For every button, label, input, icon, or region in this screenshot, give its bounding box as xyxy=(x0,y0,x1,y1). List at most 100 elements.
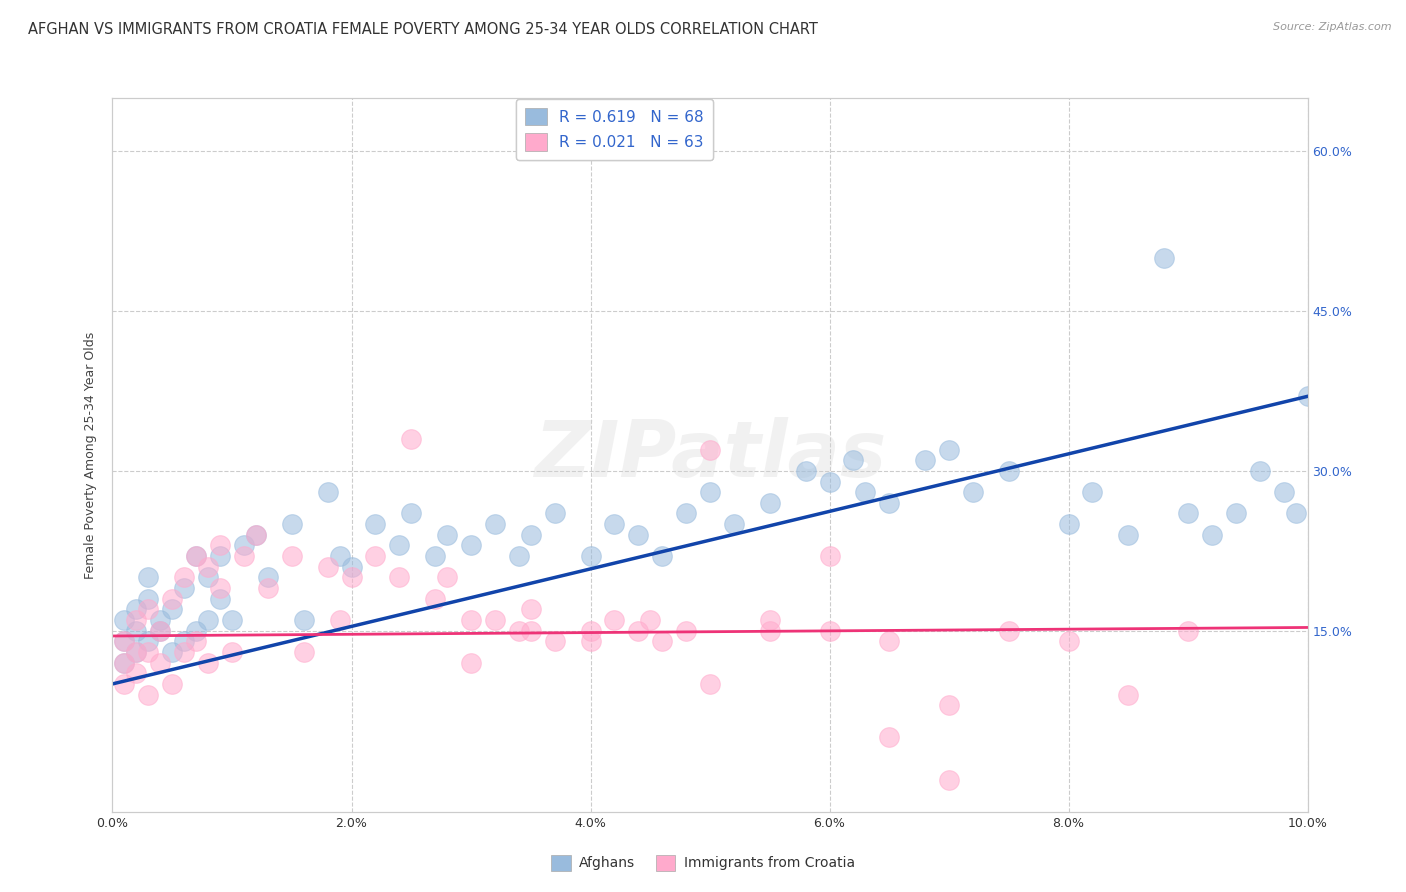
Legend: R = 0.619   N = 68, R = 0.021   N = 63: R = 0.619 N = 68, R = 0.021 N = 63 xyxy=(516,99,713,160)
Point xyxy=(292,613,315,627)
Point xyxy=(114,634,135,648)
Point xyxy=(149,656,172,670)
Point xyxy=(138,602,160,616)
Point xyxy=(508,549,530,563)
Point xyxy=(173,581,195,595)
Point xyxy=(340,570,363,584)
Point xyxy=(1285,507,1308,521)
Point xyxy=(186,549,208,563)
Point xyxy=(460,656,482,670)
Point xyxy=(603,613,626,627)
Text: ZIPatlas: ZIPatlas xyxy=(534,417,886,493)
Y-axis label: Female Poverty Among 25-34 Year Olds: Female Poverty Among 25-34 Year Olds xyxy=(83,331,97,579)
Point xyxy=(281,549,304,563)
Point xyxy=(186,549,208,563)
Point xyxy=(855,485,877,500)
Point xyxy=(818,624,841,638)
Point xyxy=(759,613,782,627)
Point xyxy=(162,645,183,659)
Point xyxy=(401,507,423,521)
Point xyxy=(232,538,256,552)
Point xyxy=(425,591,447,606)
Point xyxy=(114,677,135,691)
Point xyxy=(520,602,543,616)
Point xyxy=(962,485,984,500)
Point xyxy=(938,698,960,713)
Text: Source: ZipAtlas.com: Source: ZipAtlas.com xyxy=(1274,22,1392,32)
Point xyxy=(245,528,267,542)
Point xyxy=(520,528,543,542)
Point xyxy=(388,538,411,552)
Point xyxy=(998,464,1021,478)
Point xyxy=(221,645,243,659)
Point xyxy=(125,613,148,627)
Point xyxy=(651,634,673,648)
Point xyxy=(699,677,721,691)
Point xyxy=(1177,507,1199,521)
Point xyxy=(579,634,602,648)
Point xyxy=(328,613,352,627)
Point xyxy=(114,656,135,670)
Point xyxy=(292,645,315,659)
Point xyxy=(149,613,172,627)
Point xyxy=(1153,251,1175,265)
Point xyxy=(818,549,841,563)
Point xyxy=(340,559,363,574)
Point xyxy=(723,517,745,532)
Point xyxy=(638,613,662,627)
Point xyxy=(162,591,183,606)
Point xyxy=(162,677,183,691)
Point xyxy=(197,559,219,574)
Point xyxy=(328,549,352,563)
Point xyxy=(208,549,231,563)
Point xyxy=(173,634,195,648)
Point xyxy=(125,602,148,616)
Legend: Afghans, Immigrants from Croatia: Afghans, Immigrants from Croatia xyxy=(546,849,860,876)
Point xyxy=(173,570,195,584)
Point xyxy=(138,634,160,648)
Point xyxy=(460,613,482,627)
Point xyxy=(208,591,231,606)
Point xyxy=(579,624,602,638)
Point xyxy=(125,624,148,638)
Point xyxy=(186,624,208,638)
Point xyxy=(149,624,172,638)
Point xyxy=(699,442,721,457)
Point xyxy=(364,517,387,532)
Point xyxy=(208,538,231,552)
Point xyxy=(388,570,411,584)
Point xyxy=(520,624,543,638)
Point xyxy=(1118,528,1140,542)
Point xyxy=(162,602,183,616)
Point xyxy=(316,485,339,500)
Point xyxy=(579,549,602,563)
Point xyxy=(281,517,304,532)
Point xyxy=(208,581,231,595)
Text: AFGHAN VS IMMIGRANTS FROM CROATIA FEMALE POVERTY AMONG 25-34 YEAR OLDS CORRELATI: AFGHAN VS IMMIGRANTS FROM CROATIA FEMALE… xyxy=(28,22,818,37)
Point xyxy=(543,507,565,521)
Point xyxy=(138,591,160,606)
Point xyxy=(232,549,256,563)
Point xyxy=(938,772,960,787)
Point xyxy=(877,634,901,648)
Point xyxy=(627,624,650,638)
Point xyxy=(173,645,195,659)
Point xyxy=(316,559,339,574)
Point xyxy=(508,624,530,638)
Point xyxy=(651,549,673,563)
Point xyxy=(484,613,506,627)
Point xyxy=(543,634,565,648)
Point xyxy=(759,624,782,638)
Point xyxy=(125,645,148,659)
Point xyxy=(914,453,936,467)
Point xyxy=(125,666,148,681)
Point xyxy=(138,645,160,659)
Point xyxy=(1225,507,1247,521)
Point xyxy=(125,645,148,659)
Point xyxy=(1272,485,1295,500)
Point xyxy=(460,538,482,552)
Point xyxy=(759,496,782,510)
Point xyxy=(425,549,447,563)
Point xyxy=(364,549,387,563)
Point xyxy=(1081,485,1104,500)
